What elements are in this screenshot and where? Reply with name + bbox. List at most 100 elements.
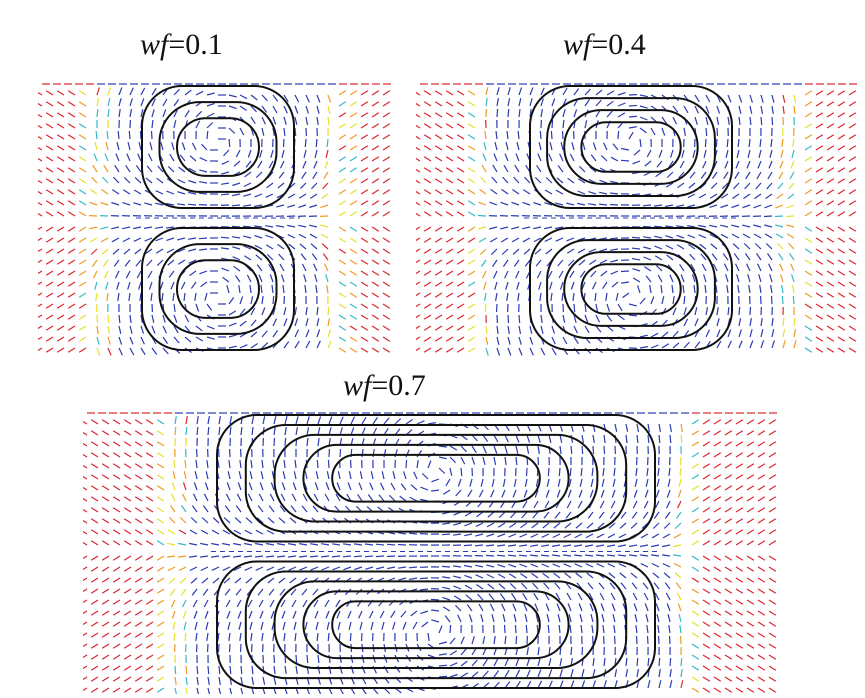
velocity-arrow xyxy=(662,332,668,337)
velocity-arrow xyxy=(350,168,357,172)
velocity-arrow xyxy=(665,226,673,227)
velocity-arrow xyxy=(102,688,109,692)
velocity-arrow xyxy=(497,87,499,95)
velocity-arrow xyxy=(291,506,296,512)
velocity-arrow xyxy=(769,677,776,681)
velocity-arrow xyxy=(508,545,516,546)
velocity-arrow xyxy=(647,150,651,157)
velocity-arrow xyxy=(252,416,254,424)
velocity-arrow xyxy=(146,688,153,692)
velocity-arrow xyxy=(168,567,175,571)
velocity-arrow xyxy=(103,260,108,267)
velocity-arrow xyxy=(761,117,762,125)
velocity-arrow xyxy=(482,260,487,267)
velocity-arrow xyxy=(621,149,629,151)
velocity-arrow xyxy=(68,271,75,275)
velocity-arrow xyxy=(316,622,318,630)
velocity-arrow xyxy=(431,490,439,491)
velocity-arrow xyxy=(83,453,87,457)
velocity-arrow xyxy=(695,106,698,113)
velocity-arrow xyxy=(468,260,475,264)
velocity-arrow xyxy=(383,102,390,106)
velocity-arrow xyxy=(205,293,207,301)
velocity-arrow xyxy=(754,205,762,208)
velocity-arrow xyxy=(497,565,505,567)
velocity-arrow xyxy=(692,464,699,468)
velocity-arrow xyxy=(135,508,142,512)
velocity-arrow xyxy=(618,131,619,139)
velocity-arrow xyxy=(704,274,706,282)
velocity-arrow xyxy=(146,486,153,490)
velocity-arrow xyxy=(326,611,329,618)
velocity-arrow xyxy=(361,168,368,172)
velocity-arrow xyxy=(135,644,142,648)
velocity-arrow xyxy=(332,544,340,545)
velocity-arrow xyxy=(692,497,699,501)
velocity-arrow xyxy=(450,638,455,644)
velocity-arrow xyxy=(435,212,442,216)
velocity-arrow xyxy=(68,212,75,216)
velocity-arrow xyxy=(260,611,263,619)
velocity-arrow xyxy=(219,677,220,685)
velocity-arrow xyxy=(645,161,651,166)
velocity-arrow xyxy=(135,633,142,637)
velocity-arrow xyxy=(487,574,494,578)
velocity-arrow xyxy=(435,91,442,95)
velocity-arrow xyxy=(340,449,341,457)
velocity-arrow xyxy=(849,326,856,330)
velocity-arrow xyxy=(676,226,684,227)
velocity-arrow xyxy=(156,238,164,241)
velocity-arrow xyxy=(296,655,297,663)
velocity-arrow xyxy=(238,483,241,491)
velocity-arrow xyxy=(446,227,453,231)
velocity-arrow xyxy=(354,556,362,557)
velocity-arrow xyxy=(383,260,390,264)
velocity-arrow xyxy=(416,179,420,183)
velocity-arrow xyxy=(178,260,185,264)
velocity-arrow xyxy=(106,282,108,290)
velocity-arrow xyxy=(772,340,774,348)
velocity-arrow xyxy=(748,150,750,158)
velocity-arrow xyxy=(595,293,596,301)
velocity-arrow xyxy=(278,567,285,570)
velocity-arrow xyxy=(695,117,697,125)
velocity-arrow xyxy=(251,344,258,349)
velocity-arrow xyxy=(687,205,695,207)
velocity-arrow xyxy=(177,238,185,240)
velocity-arrow xyxy=(663,534,670,538)
velocity-arrow xyxy=(191,578,197,583)
velocity-arrow xyxy=(450,663,457,666)
velocity-arrow xyxy=(714,530,721,534)
velocity-arrow xyxy=(758,622,765,626)
velocity-arrow xyxy=(279,172,284,178)
velocity-arrow xyxy=(435,168,442,172)
velocity-arrow xyxy=(493,165,497,172)
velocity-arrow xyxy=(227,285,229,293)
velocity-arrow xyxy=(703,486,710,490)
velocity-arrow xyxy=(435,260,442,264)
velocity-arrow xyxy=(572,142,574,150)
velocity-arrow xyxy=(458,615,461,622)
velocity-arrow xyxy=(359,611,362,618)
velocity-arrow xyxy=(596,315,600,322)
velocity-arrow xyxy=(372,304,379,308)
velocity-arrow xyxy=(468,113,475,117)
velocity-arrow xyxy=(607,315,612,321)
velocity-arrow xyxy=(556,190,563,194)
velocity-arrow xyxy=(588,583,593,589)
velocity-arrow xyxy=(731,205,739,208)
velocity-arrow xyxy=(416,113,420,117)
velocity-arrow xyxy=(46,304,53,308)
velocity-arrow xyxy=(439,665,447,666)
velocity-arrow xyxy=(442,597,450,600)
velocity-arrow xyxy=(411,611,417,616)
velocity-arrow xyxy=(692,530,699,534)
velocity-arrow xyxy=(329,417,332,425)
velocity-arrow xyxy=(748,274,750,282)
velocity-arrow xyxy=(350,260,357,264)
velocity-arrow xyxy=(312,254,317,260)
velocity-arrow xyxy=(453,523,461,525)
velocity-arrow xyxy=(184,471,186,479)
velocity-arrow xyxy=(769,264,772,271)
velocity-arrow xyxy=(475,545,483,546)
